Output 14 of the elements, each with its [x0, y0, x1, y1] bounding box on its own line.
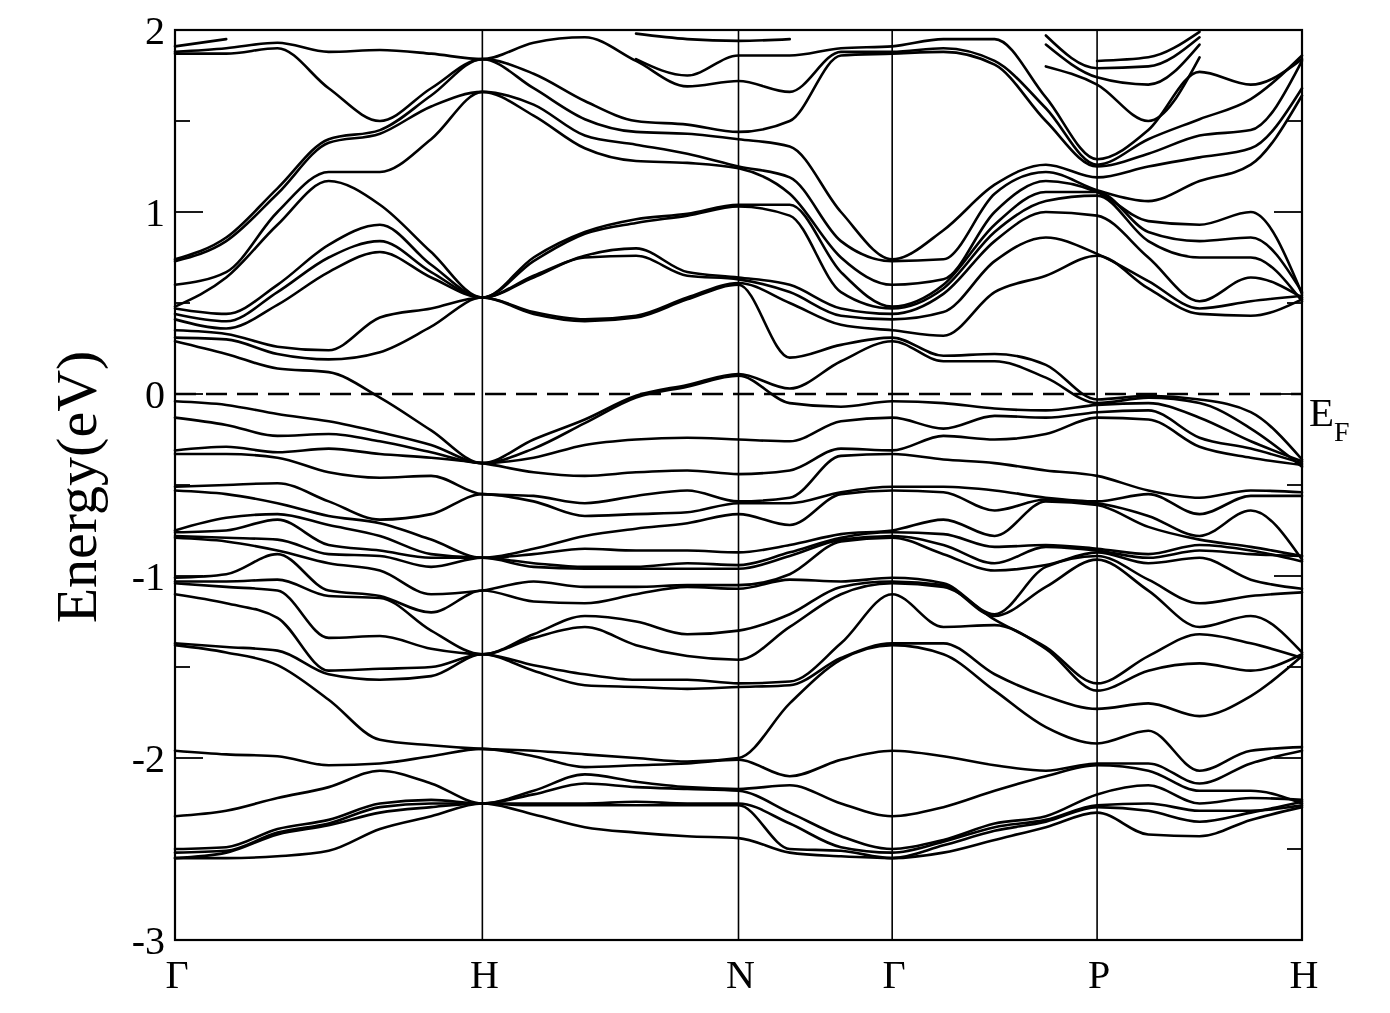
- x-tick-label: H: [1289, 952, 1319, 997]
- y-tick-label: -1: [131, 554, 165, 599]
- x-tick-label: Γ: [165, 952, 189, 997]
- y-tick-label: -3: [131, 918, 165, 963]
- x-tick-label: H: [469, 952, 499, 997]
- y-tick-label: 1: [145, 190, 165, 235]
- y-axis-title: Energy(eV): [44, 350, 109, 624]
- x-tick-label: N: [726, 952, 755, 997]
- x-tick-label: Γ: [882, 952, 906, 997]
- ref-line-label: E$_{F}$: [1309, 389, 1350, 447]
- y-tick-label: -2: [131, 736, 165, 781]
- y-tick-label: 0: [145, 372, 165, 417]
- y-tick-label: 2: [145, 8, 165, 53]
- x-tick-label: P: [1087, 952, 1111, 997]
